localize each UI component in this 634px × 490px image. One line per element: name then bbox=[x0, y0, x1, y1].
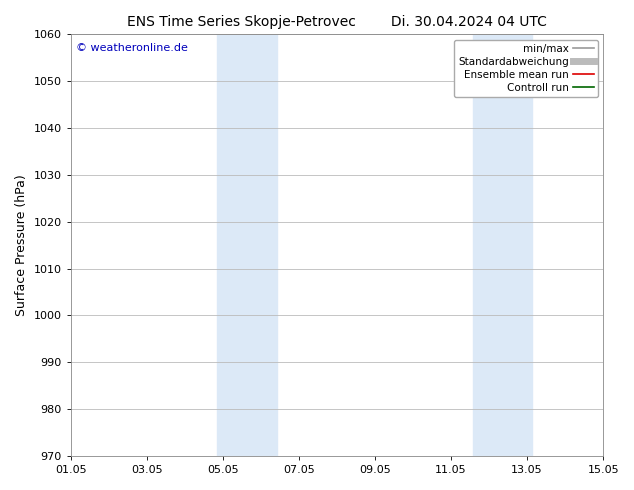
Legend: min/max, Standardabweichung, Ensemble mean run, Controll run: min/max, Standardabweichung, Ensemble me… bbox=[454, 40, 598, 97]
Text: © weatheronline.de: © weatheronline.de bbox=[76, 43, 188, 53]
Bar bbox=[473, 34, 533, 456]
Y-axis label: Surface Pressure (hPa): Surface Pressure (hPa) bbox=[15, 174, 28, 316]
Title: ENS Time Series Skopje-Petrovec        Di. 30.04.2024 04 UTC: ENS Time Series Skopje-Petrovec Di. 30.0… bbox=[127, 15, 547, 29]
Bar bbox=[217, 34, 277, 456]
